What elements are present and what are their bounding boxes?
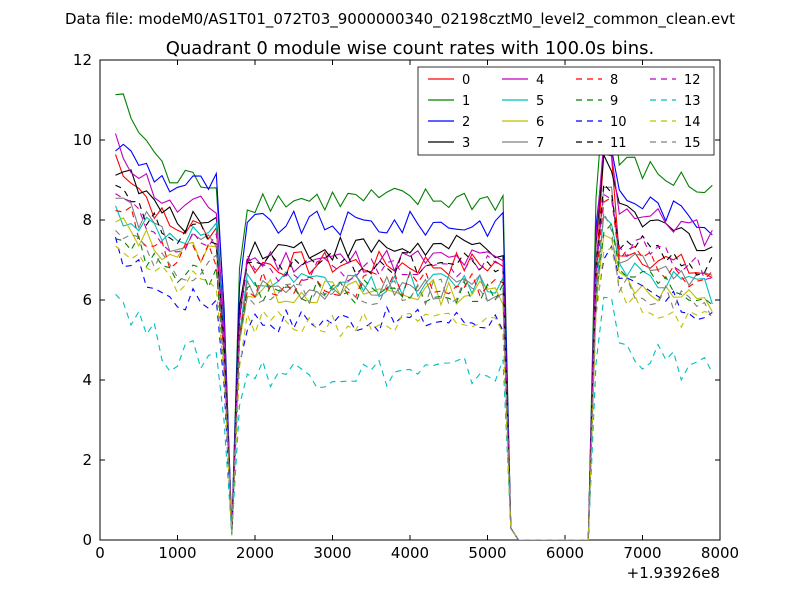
series-line-10	[114, 236, 713, 540]
series-line-14	[115, 245, 713, 540]
y-tick-label: 4	[82, 371, 92, 389]
legend-label: 15	[684, 136, 701, 151]
series-line-9	[115, 222, 713, 540]
legend-label: 11	[610, 136, 627, 151]
legend-box	[417, 66, 715, 156]
legend-label: 4	[536, 73, 544, 88]
series-line-8	[115, 196, 713, 540]
y-tick-label: 6	[82, 291, 92, 309]
x-tick-label: 2000	[236, 544, 274, 562]
y-tick-label: 12	[73, 51, 92, 69]
legend-label: 5	[536, 94, 544, 109]
series-line-6	[115, 217, 713, 540]
legend-label: 14	[684, 115, 701, 130]
series-line-15	[115, 212, 713, 540]
series-line-12	[115, 193, 713, 540]
chart-subtitle: Data file: modeM0/AS1T01_072T03_90000003…	[65, 10, 735, 29]
legend-label: 12	[684, 73, 701, 88]
series-line-13	[115, 293, 713, 540]
chart-title: Quadrant 0 module wise count rates with …	[166, 38, 655, 59]
x-offset-label: +1.93926e8	[627, 564, 720, 582]
x-tick-label: 4000	[391, 544, 429, 562]
x-tick-label: 0	[95, 544, 105, 562]
x-tick-label: 1000	[158, 544, 196, 562]
y-tick-label: 2	[82, 451, 92, 469]
series-line-4	[114, 133, 713, 540]
x-tick-label: 6000	[546, 544, 584, 562]
series-line-0	[114, 152, 713, 540]
legend-label: 0	[462, 73, 470, 88]
series-line-7	[115, 186, 713, 540]
legend-label: 13	[684, 94, 701, 109]
legend-label: 2	[462, 115, 470, 130]
plot-area: 0 1000 2000 3000 4000 5000 6000 7000 80000246810…	[73, 51, 739, 562]
legend-label: 8	[610, 73, 618, 88]
legend-label: 6	[536, 115, 544, 130]
x-tick-label: 7000	[623, 544, 661, 562]
legend-label: 1	[462, 94, 470, 109]
legend-label: 7	[536, 136, 544, 151]
y-tick-label: 0	[82, 531, 92, 549]
x-tick-label: 8000	[701, 544, 739, 562]
series-line-1	[115, 93, 713, 540]
x-tick-label: 3000	[313, 544, 351, 562]
x-tick-label: 5000	[468, 544, 506, 562]
legend-label: 3	[462, 136, 470, 151]
y-tick-label: 10	[73, 131, 92, 149]
series-line-3	[115, 153, 713, 540]
y-tick-label: 8	[82, 211, 92, 229]
legend-label: 9	[610, 94, 618, 109]
series-line-11	[115, 182, 713, 540]
legend-label: 10	[610, 115, 627, 130]
series-line-2	[115, 143, 713, 540]
